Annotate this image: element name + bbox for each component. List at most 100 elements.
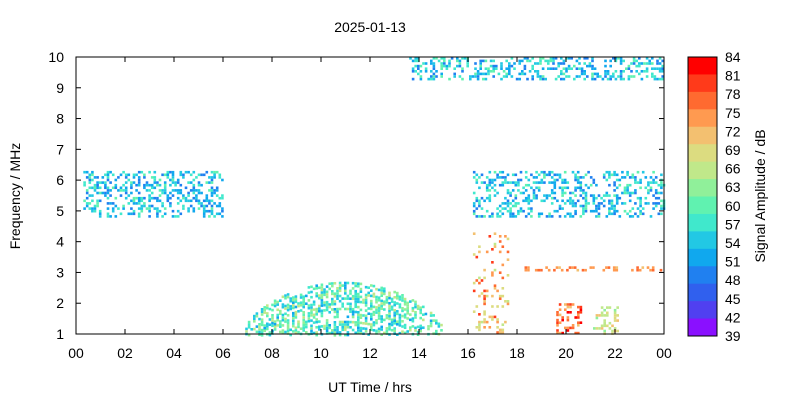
spectrogram-cell — [517, 189, 520, 192]
spectrogram-cell — [357, 331, 360, 335]
spectrogram-cell — [122, 183, 125, 187]
spectrogram-cell — [377, 304, 381, 307]
spectrogram-cell — [541, 77, 545, 81]
spectrogram-cell — [416, 325, 420, 329]
spectrogram-cell — [592, 209, 596, 213]
spectrogram-cell — [478, 276, 481, 280]
spectrogram-cell — [483, 326, 486, 329]
spectrogram-cell — [281, 313, 285, 317]
spectrogram-cell — [645, 67, 649, 70]
spectrogram-cell — [148, 183, 151, 187]
spectrogram-cell — [578, 62, 581, 65]
spectrogram-cell — [124, 196, 128, 200]
spectrogram-cell — [509, 215, 512, 218]
spectrogram-cell — [623, 176, 627, 179]
spectrogram-cell — [608, 202, 611, 205]
spectrogram-cell — [427, 77, 430, 81]
spectrogram-cell — [602, 176, 606, 179]
spectrogram-cell — [604, 64, 607, 68]
spectrogram-cell — [393, 303, 396, 307]
spectrogram-cell — [472, 204, 476, 208]
spectrogram-cell — [654, 204, 658, 208]
spectrogram-cell — [584, 202, 588, 205]
spectrogram-cell — [493, 170, 497, 174]
spectrogram-cell — [432, 57, 436, 60]
spectrogram-cell — [354, 331, 357, 335]
spectrogram-cell — [429, 322, 433, 325]
spectrogram-cell — [357, 292, 360, 296]
spectrogram-cell — [493, 178, 497, 182]
spectrogram-cell — [558, 308, 562, 311]
spectrogram-cell — [640, 62, 644, 65]
spectrogram-cell — [93, 207, 97, 210]
spectrogram-cell — [398, 321, 402, 325]
spectrogram-cell — [524, 199, 528, 203]
spectrogram-cell — [582, 212, 585, 216]
spectrogram-cell — [535, 176, 538, 179]
spectrogram-cell — [514, 202, 518, 205]
spectrogram-cell — [124, 191, 128, 195]
spectrogram-cell — [496, 207, 499, 210]
spectrogram-cell — [639, 181, 642, 184]
spectrogram-cell — [635, 64, 638, 68]
colorbar-segment — [688, 196, 717, 215]
spectrogram-cell — [613, 327, 617, 330]
spectrogram-cell — [597, 202, 601, 205]
spectrogram-cell — [93, 204, 97, 208]
spectrogram-cell — [148, 196, 151, 200]
spectrogram-cell — [440, 64, 443, 68]
spectrogram-cell — [344, 281, 347, 285]
spectrogram-cell — [299, 293, 303, 297]
spectrogram-cell — [328, 324, 331, 327]
spectrogram-cell — [532, 194, 536, 197]
spectrogram-cell — [661, 77, 664, 81]
spectrogram-cell — [122, 189, 125, 192]
colorbar-tick-label: 42 — [725, 309, 741, 325]
spectrogram-cell — [611, 329, 614, 333]
spectrogram-cell — [310, 324, 313, 328]
spectrogram-cell — [346, 294, 350, 298]
spectrogram-cell — [83, 183, 86, 187]
spectrogram-cell — [472, 209, 476, 213]
spectrogram-cell — [184, 186, 188, 190]
spectrogram-cell — [483, 215, 486, 218]
spectrogram-cell — [161, 204, 164, 208]
spectrogram-cell — [608, 321, 612, 325]
spectrogram-cell — [583, 72, 586, 76]
spectrogram-cell — [472, 202, 476, 205]
spectrogram-cell — [580, 70, 584, 73]
spectrogram-cell — [163, 191, 167, 195]
spectrogram-cell — [626, 191, 629, 195]
spectrogram-cell — [336, 313, 339, 316]
spectrogram-cell — [478, 204, 481, 208]
spectrogram-cell — [492, 59, 495, 63]
spectrogram-cell — [488, 315, 492, 319]
spectrogram-cell — [483, 302, 486, 306]
spectrogram-cell — [497, 72, 501, 76]
spectrogram-cell — [595, 316, 599, 320]
spectrogram-cell — [197, 202, 201, 205]
spectrogram-cell — [630, 70, 633, 73]
spectrogram-cell — [422, 318, 425, 322]
spectrogram-cell — [359, 326, 363, 330]
spectrogram-cell — [414, 313, 417, 317]
spectrogram-cell — [661, 70, 664, 73]
spectrogram-cell — [456, 64, 459, 68]
spectrogram-cell — [563, 215, 567, 218]
spectrogram-cell — [628, 215, 632, 218]
spectrogram-cell — [598, 314, 601, 317]
spectrogram-cell — [187, 170, 190, 174]
spectrogram-cell — [174, 215, 177, 218]
spectrogram-cell — [508, 67, 511, 70]
spectrogram-cell — [606, 306, 609, 309]
spectrogram-cell — [589, 176, 593, 179]
y-tick-label: 2 — [56, 295, 64, 311]
spectrogram-cell — [215, 186, 219, 190]
spectrogram-cell — [658, 70, 662, 73]
spectrogram-cell — [292, 317, 295, 320]
spectrogram-cell — [600, 196, 603, 200]
spectrogram-cell — [623, 202, 627, 205]
x-tick-label: 06 — [215, 345, 231, 361]
spectrogram-cell — [202, 215, 206, 218]
spectrogram-cell — [652, 202, 655, 205]
